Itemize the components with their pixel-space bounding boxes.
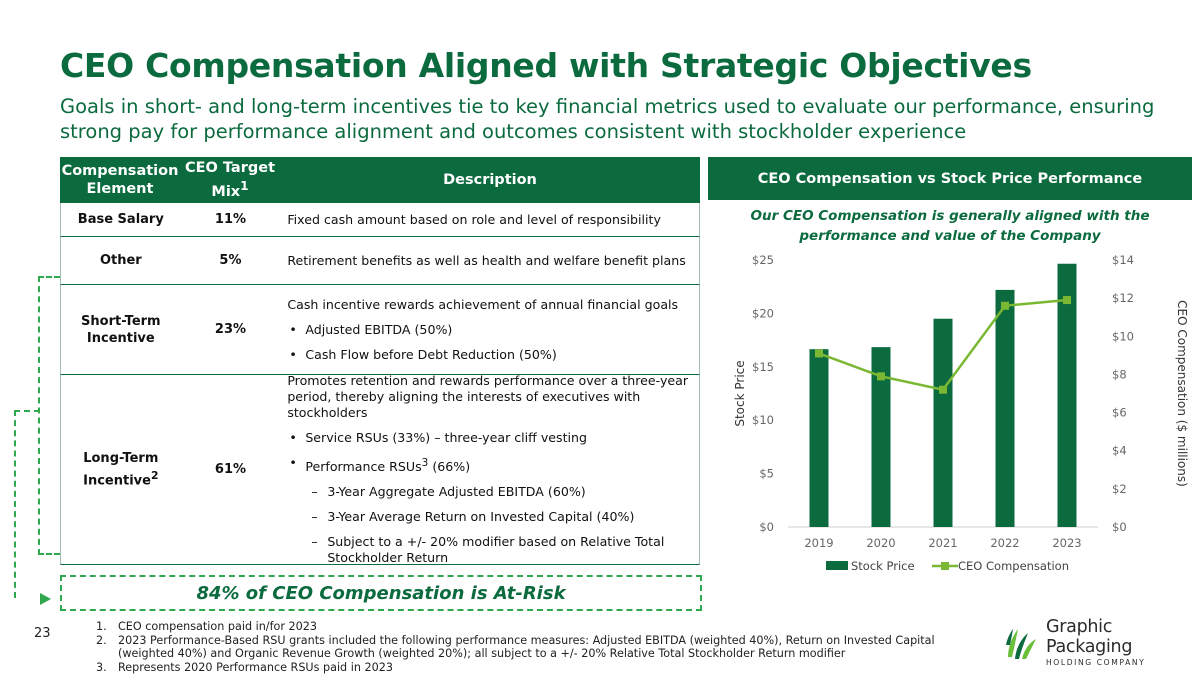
sub-bullet-item: 3-Year Average Return on Invested Capita… bbox=[287, 509, 693, 525]
table-header: Compensation Element CEO Target Mix1 Des… bbox=[60, 157, 700, 203]
bar-stock-price bbox=[809, 349, 829, 527]
footnote-item: 2. 2023 Performance-Based RSU grants incl… bbox=[96, 633, 935, 661]
row-description: Promotes retention and rewards performan… bbox=[280, 373, 699, 566]
logo-subtitle: HOLDING COMPANY bbox=[1046, 657, 1146, 667]
x-tick-label: 2020 bbox=[866, 536, 895, 550]
x-tick-label: 2019 bbox=[804, 536, 833, 550]
x-tick-label: 2021 bbox=[928, 536, 957, 550]
company-logo: Graphic Packaging HOLDING COMPANY bbox=[1004, 617, 1189, 667]
row-mix: 5% bbox=[219, 253, 242, 268]
y-right-tick-label: $8 bbox=[1112, 367, 1127, 381]
point-ceo-compensation bbox=[1001, 301, 1009, 310]
chart-subtitle: Our CEO Compensation is generally aligne… bbox=[750, 208, 1150, 244]
legend-swatch-stock-price bbox=[826, 561, 848, 570]
y-tick-label: $10 bbox=[752, 413, 774, 427]
row-element: Short-Term Incentive bbox=[81, 313, 161, 346]
legend-label-stock-price: Stock Price bbox=[851, 559, 915, 573]
bullet-item: Performance RSUs3 (66%) bbox=[287, 455, 693, 475]
table-row: Long-Term Incentive2 61% Promotes retent… bbox=[60, 373, 700, 566]
row-element: Other bbox=[99, 253, 142, 268]
point-ceo-compensation bbox=[939, 385, 947, 394]
footnote-ref: 2 bbox=[150, 468, 159, 482]
footnote-item: 3. Represents 2020 Performance RSUs paid … bbox=[96, 660, 393, 674]
y-right-tick-label: $4 bbox=[1112, 444, 1127, 458]
footnotes: 1. CEO compensation paid in/for 2023 2. 20… bbox=[96, 620, 956, 674]
logo-name: Graphic Packaging bbox=[1046, 616, 1133, 657]
y-right-tick-label: $2 bbox=[1112, 482, 1127, 496]
y-right-axis-label: CEO Compensation ($ millions) bbox=[1175, 300, 1189, 487]
point-ceo-compensation bbox=[877, 372, 885, 381]
leaf-logo-icon bbox=[1006, 629, 1036, 659]
bar-stock-price bbox=[871, 347, 891, 527]
y-axis-label: Stock Price bbox=[733, 360, 747, 426]
stock-price-vs-compensation-chart: $0 $5 $10 $15 $20 $25 $0 $2 $4 $6 $8 $10 $12 $14 2019 2… bbox=[733, 253, 1189, 573]
row-description: Retirement benefits as well as health an… bbox=[287, 252, 686, 268]
bullet-item: Service RSUs (33%) – three-year cliff ve… bbox=[287, 430, 693, 446]
footnote-item: 1. CEO compensation paid in/for 2023 bbox=[96, 620, 317, 633]
y-right-tick-label: $14 bbox=[1112, 253, 1134, 267]
at-risk-arrow bbox=[40, 593, 51, 605]
bar-stock-price bbox=[1057, 263, 1077, 527]
at-risk-callout: 84% of CEO Compensation is At-Risk bbox=[60, 575, 702, 611]
header-description: Description bbox=[443, 172, 537, 188]
header-ceo-target-mix: CEO Target Mix1 bbox=[184, 160, 276, 200]
x-tick-label: 2022 bbox=[990, 536, 1019, 550]
row-element: Base Salary bbox=[77, 212, 164, 227]
row-mix: 11% bbox=[214, 212, 247, 227]
sub-bullet-item: 3-Year Aggregate Adjusted EBITDA (60%) bbox=[287, 484, 693, 500]
legend-label-ceo-compensation: CEO Compensation bbox=[958, 559, 1069, 573]
y-right-tick-label: $10 bbox=[1112, 329, 1134, 343]
at-risk-bracket-outer bbox=[38, 276, 60, 555]
row-description: Fixed cash amount based on role and leve… bbox=[287, 211, 661, 227]
bullet-item: Cash Flow before Debt Reduction (50%) bbox=[287, 347, 693, 363]
at-risk-bracket-inner bbox=[14, 410, 40, 598]
page-title: CEO Compensation Aligned with Strategic … bbox=[60, 46, 1032, 85]
y-right-tick-label: $0 bbox=[1112, 520, 1127, 534]
table-row: Base Salary 11% Fixed cash amount based … bbox=[60, 203, 700, 237]
row-mix: 61% bbox=[214, 462, 247, 477]
x-tick-label: 2023 bbox=[1052, 536, 1081, 550]
y-tick-label: $25 bbox=[752, 253, 774, 267]
y-tick-label: $15 bbox=[752, 360, 774, 374]
legend-marker-ceo-compensation bbox=[941, 562, 949, 570]
y-tick-label: $0 bbox=[759, 520, 774, 534]
header-compensation-element: Compensation Element bbox=[61, 163, 179, 197]
table-row: Short-Term Incentive 23% Cash incentive … bbox=[60, 285, 700, 375]
footnote-ref: 1 bbox=[240, 179, 249, 194]
row-element: Long-Term Incentive2 bbox=[83, 450, 159, 489]
y-tick-label: $20 bbox=[752, 306, 774, 320]
chart-header: CEO Compensation vs Stock Price Performa… bbox=[708, 157, 1192, 200]
y-right-tick-label: $6 bbox=[1112, 406, 1127, 420]
compensation-table: Compensation Element CEO Target Mix1 Des… bbox=[60, 157, 700, 565]
page-number: 23 bbox=[34, 626, 51, 641]
y-tick-label: $5 bbox=[759, 467, 774, 481]
point-ceo-compensation bbox=[815, 349, 823, 358]
table-row: Other 5% Retirement benefits as well as … bbox=[60, 237, 700, 285]
row-description: Cash incentive rewards achievement of an… bbox=[280, 285, 699, 374]
page-subtitle: Goals in short- and long-term incentives… bbox=[60, 95, 1155, 143]
bullet-item: Adjusted EBITDA (50%) bbox=[287, 322, 693, 338]
bar-stock-price bbox=[933, 318, 953, 527]
point-ceo-compensation bbox=[1063, 296, 1071, 305]
y-right-tick-label: $12 bbox=[1112, 291, 1134, 305]
row-mix: 23% bbox=[214, 322, 247, 337]
sub-bullet-item: Subject to a +/- 20% modifier based on R… bbox=[287, 534, 693, 566]
bar-stock-price bbox=[995, 289, 1015, 527]
footnote-ref: 3 bbox=[421, 456, 429, 469]
